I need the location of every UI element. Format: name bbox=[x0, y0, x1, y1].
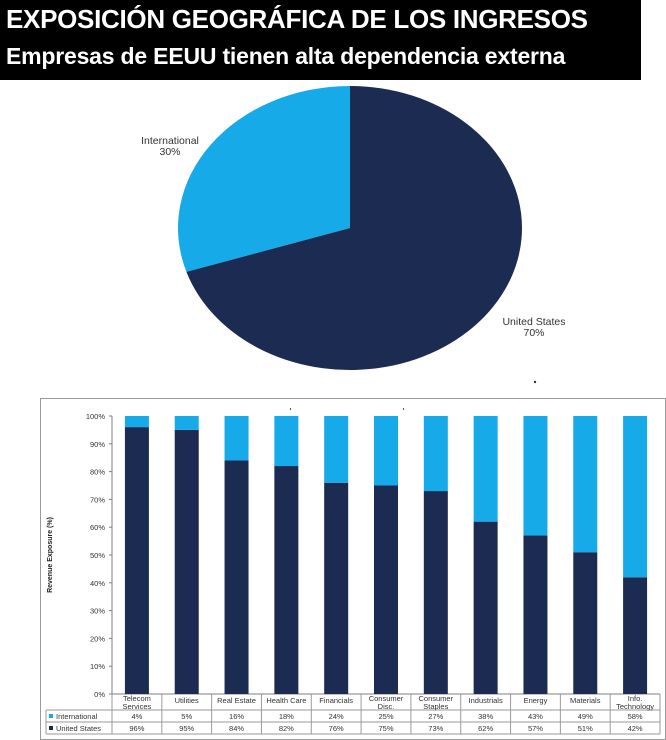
data-label-united-states: 76% bbox=[329, 724, 344, 733]
bar-international-info-technology bbox=[623, 416, 648, 578]
page-subtitle: Empresas de EEUU tienen alta dependencia… bbox=[6, 43, 566, 69]
pie-slice-united-states bbox=[186, 86, 523, 370]
data-label-united-states: 62% bbox=[478, 724, 493, 733]
bar-united-states-materials bbox=[573, 552, 598, 694]
y-tick-label: 20% bbox=[90, 634, 105, 643]
tick-mark bbox=[403, 408, 404, 410]
category-label: Consumer bbox=[369, 694, 404, 703]
tick-mark bbox=[290, 408, 291, 410]
y-tick-label: 70% bbox=[90, 495, 105, 504]
y-tick-label: 30% bbox=[90, 607, 105, 616]
page-title: EXPOSICIÓN GEOGRÁFICA DE LOS INGRESOS bbox=[6, 4, 588, 34]
data-label-united-states: 51% bbox=[578, 724, 593, 733]
y-tick-label: 10% bbox=[90, 662, 105, 671]
data-label-international: 18% bbox=[279, 712, 294, 721]
bar-international-energy bbox=[523, 416, 548, 536]
bar-united-states-consumer-staples bbox=[423, 491, 448, 694]
legend-label-united-states: United States bbox=[56, 724, 101, 733]
category-label: Staples bbox=[423, 702, 448, 711]
category-label: Materials bbox=[570, 696, 601, 705]
bar-international-materials bbox=[573, 416, 598, 553]
y-tick-label: 40% bbox=[90, 579, 105, 588]
category-label: Consumer bbox=[419, 694, 454, 703]
bar-international-financials bbox=[324, 416, 349, 483]
y-axis-label: Revenue Exposure (%) bbox=[47, 517, 54, 593]
data-label-united-states: 42% bbox=[628, 724, 643, 733]
data-label-united-states: 82% bbox=[279, 724, 294, 733]
legend-swatch-united-states bbox=[49, 726, 53, 730]
stacked-bar-chart: 0% 10% 20% 30% 40% 50% 60% 70% 80% 90% 100% Revenue… bbox=[40, 398, 666, 740]
bar-united-states-real-estate bbox=[224, 460, 249, 694]
data-label-international: 58% bbox=[628, 712, 643, 721]
y-tick-label: 100% bbox=[86, 412, 106, 421]
bar-international-health-care bbox=[274, 416, 299, 467]
data-label-international: 4% bbox=[131, 712, 142, 721]
category-label: Technology bbox=[616, 702, 654, 711]
bar-united-states-info-technology bbox=[623, 577, 648, 694]
stray-dot-marker bbox=[533, 380, 537, 384]
data-label-united-states: 75% bbox=[378, 724, 393, 733]
category-label: Info. bbox=[628, 694, 643, 703]
bar-international-consumer-staples bbox=[423, 416, 448, 492]
data-label-united-states: 73% bbox=[428, 724, 443, 733]
y-tick-label: 90% bbox=[90, 440, 105, 449]
category-label: Health Care bbox=[266, 696, 306, 705]
bar-international-utilities bbox=[174, 416, 199, 430]
category-label: Industrials bbox=[469, 696, 503, 705]
y-tick-label: 60% bbox=[90, 523, 105, 532]
data-label-international: 49% bbox=[578, 712, 593, 721]
category-label: Utilities bbox=[175, 696, 199, 705]
legend-swatch-international bbox=[49, 714, 53, 718]
bar-international-telecom-services bbox=[124, 416, 149, 428]
data-label-international: 16% bbox=[229, 712, 244, 721]
pie-label-united-states: United States bbox=[502, 316, 565, 328]
pie-value-international: 30% bbox=[159, 146, 180, 158]
bar-united-states-industrials bbox=[473, 521, 498, 694]
data-label-united-states: 84% bbox=[229, 724, 244, 733]
data-label-international: 24% bbox=[329, 712, 344, 721]
bar-international-real-estate bbox=[224, 416, 249, 461]
pie-slice-international bbox=[178, 86, 350, 272]
category-label: Telecom bbox=[123, 694, 151, 703]
bar-united-states-consumer-disc bbox=[374, 485, 398, 694]
category-label: Financials bbox=[319, 696, 353, 705]
data-label-international: 25% bbox=[378, 712, 393, 721]
data-label-united-states: 95% bbox=[179, 724, 194, 733]
bar-international-consumer-disc bbox=[374, 416, 398, 486]
title-banner: EXPOSICIÓN GEOGRÁFICA DE LOS INGRESOS Em… bbox=[0, 0, 641, 80]
category-label: Services bbox=[123, 702, 152, 711]
pie-value-united-states: 70% bbox=[523, 327, 544, 339]
y-tick-label: 80% bbox=[90, 468, 105, 477]
category-label: Energy bbox=[524, 696, 548, 705]
data-label-international: 27% bbox=[428, 712, 443, 721]
data-label-united-states: 96% bbox=[129, 724, 144, 733]
legend-label-international: International bbox=[56, 712, 98, 721]
data-label-international: 43% bbox=[528, 712, 543, 721]
bar-international-industrials bbox=[473, 416, 498, 522]
data-label-international: 5% bbox=[181, 712, 192, 721]
y-tick-label: 50% bbox=[90, 551, 105, 560]
bar-united-states-energy bbox=[523, 535, 548, 694]
bar-united-states-utilities bbox=[174, 429, 199, 694]
y-tick-label: 0% bbox=[94, 690, 105, 699]
data-label-united-states: 57% bbox=[528, 724, 543, 733]
bar-united-states-health-care bbox=[274, 466, 299, 694]
data-label-international: 38% bbox=[478, 712, 493, 721]
bar-united-states-financials bbox=[324, 482, 349, 694]
category-label: Real Estate bbox=[217, 696, 256, 705]
category-label: Disc. bbox=[378, 702, 395, 711]
pie-label-international: International bbox=[141, 135, 199, 147]
bar-united-states-telecom-services bbox=[124, 427, 149, 694]
